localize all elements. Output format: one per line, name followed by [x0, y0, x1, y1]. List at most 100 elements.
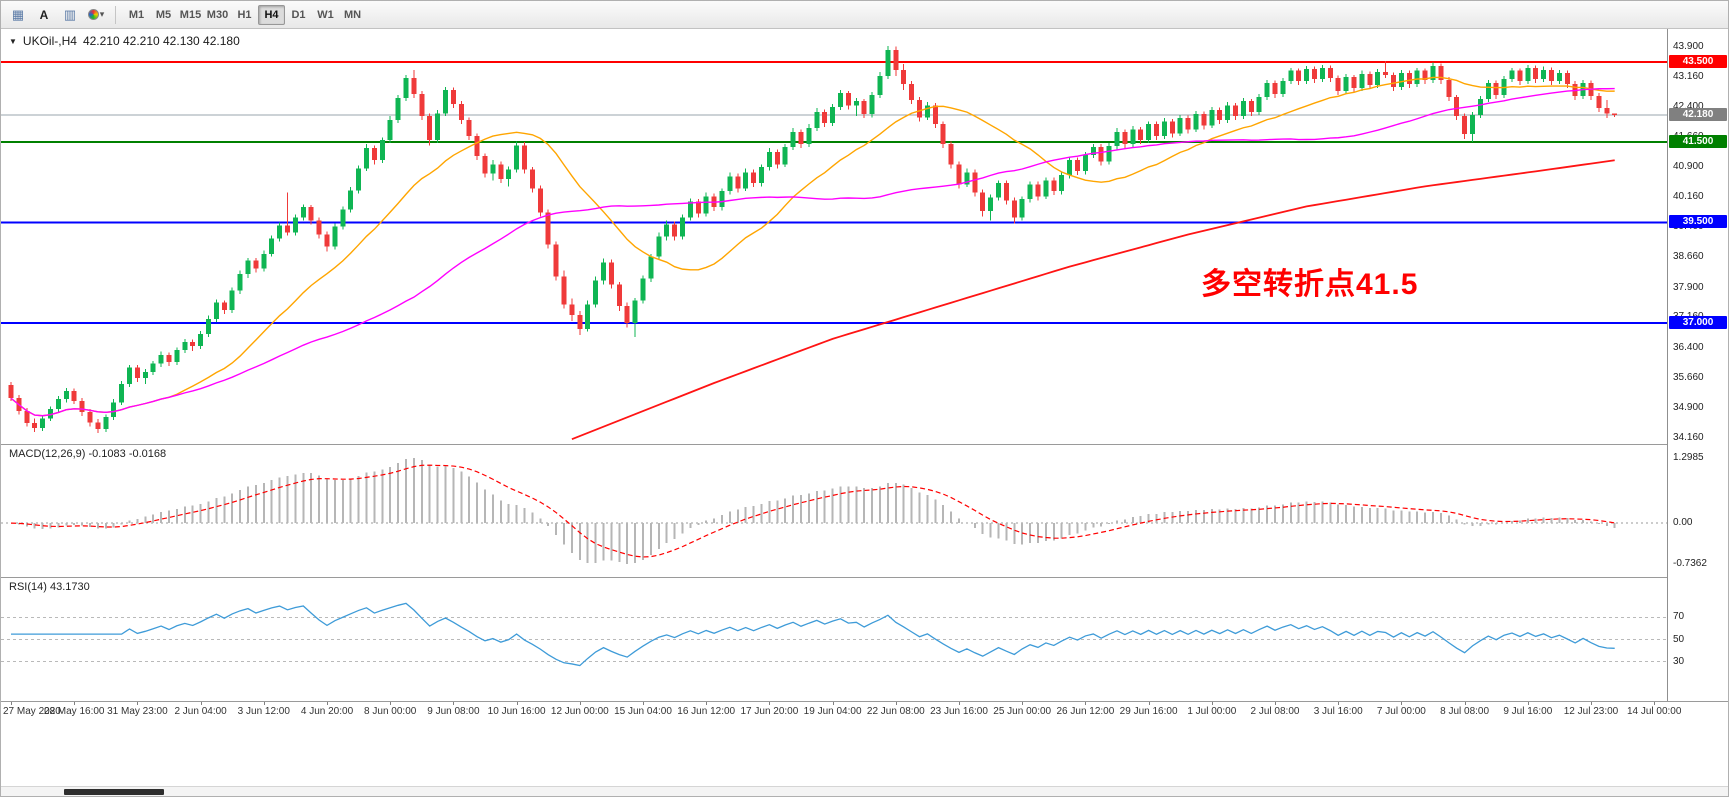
price-axis-label: 38.660 — [1673, 251, 1704, 263]
time-axis-label: 14 Jul 00:00 — [1626, 706, 1682, 717]
time-axis-label: 3 Jul 16:00 — [1313, 706, 1363, 717]
time-axis-tick — [895, 702, 897, 705]
macd-signal-line — [10, 464, 1615, 558]
timeframe-m1-button[interactable]: M1 — [123, 5, 150, 25]
bottom-area — [1, 718, 1728, 796]
time-axis-label: 15 Jun 04:00 — [614, 706, 672, 717]
rsi-axis-label-70: 70 — [1673, 611, 1685, 623]
time-axis-label: 12 Jul 23:00 — [1563, 706, 1619, 717]
time-axis-label: 28 May 16:00 — [43, 706, 105, 717]
rsi-axis-label-30: 30 — [1673, 655, 1685, 667]
scrollbar-thumb[interactable] — [64, 789, 164, 795]
price-tag-37.000: 37.000 — [1669, 315, 1727, 329]
macd-canvas[interactable] — [1, 445, 1667, 577]
time-axis-tick — [1338, 702, 1340, 705]
time-axis-tick — [263, 702, 265, 705]
toolbar-separator — [115, 5, 116, 24]
chart-window-icon[interactable]: ▦ — [11, 6, 25, 22]
palette-dropdown-button[interactable]: ▾ — [84, 4, 108, 25]
tile-windows-icon[interactable]: ▥ — [63, 6, 77, 22]
time-axis-label: 22 Jun 08:00 — [866, 706, 925, 717]
toolbar: ▦ A ▥ ▾ M1 M5 M15 M30 H1 H4 D1 W1 MN — [1, 1, 1728, 29]
time-axis-label: 4 Jun 20:00 — [300, 706, 354, 717]
time-axis-tick — [390, 702, 392, 705]
price-tag-43.500: 43.500 — [1669, 54, 1727, 68]
time-axis[interactable]: 27 May 2020 28 May 16:00 31 May 23:00 2 Jun… — [1, 701, 1728, 718]
time-axis-label: 26 Jun 12:00 — [1056, 706, 1115, 717]
time-axis-label: 1 Jul 00:00 — [1187, 706, 1237, 717]
timeframe-d1-button[interactable]: D1 — [285, 5, 312, 25]
candles — [8, 45, 1618, 434]
timeframe-m5-button[interactable]: M5 — [150, 5, 177, 25]
timeframe-m30-button[interactable]: M30 — [204, 5, 231, 25]
rsi-canvas[interactable] — [1, 578, 1667, 701]
price-axis-label: 34.160 — [1673, 431, 1704, 443]
time-axis-label: 7 Jul 00:00 — [1376, 706, 1426, 717]
time-axis-tick — [453, 702, 455, 705]
macd-label: MACD(12,26,9) -0.1083 -0.0168 — [9, 448, 167, 460]
time-axis-tick — [769, 702, 771, 705]
time-axis-label: 23 Jun 16:00 — [930, 706, 988, 717]
horizontal-scrollbar — [1, 786, 1728, 796]
timeframe-w1-button[interactable]: W1 — [312, 5, 339, 25]
price-axis-label: 36.400 — [1673, 341, 1704, 353]
chevron-down-icon: ▾ — [99, 9, 105, 19]
macd-axis-label-bottom: -0.7362 — [1673, 558, 1707, 569]
time-axis-label: 3 Jun 12:00 — [237, 706, 290, 717]
price-axis[interactable]: 43.90043.16042.40041.66040.90040.16039.4… — [1667, 29, 1728, 701]
time-axis-label: 2 Jul 08:00 — [1250, 706, 1300, 717]
time-axis-tick — [137, 702, 139, 705]
macd-histogram — [17, 458, 1616, 564]
price-chart-panel: ▼ UKOil-,H4 42.210 42.210 42.130 42.180 … — [1, 29, 1667, 444]
time-axis-tick — [1591, 702, 1592, 705]
time-axis-label: 9 Jun 08:00 — [427, 706, 480, 717]
chart-text-annotation: 多空转折点41.5 — [1201, 268, 1419, 301]
time-axis-label: 27 May 2020 — [3, 706, 61, 717]
price-axis-label: 43.160 — [1673, 70, 1704, 82]
time-axis-tick — [516, 702, 518, 705]
time-axis-tick — [1527, 702, 1529, 705]
symbol-period-label: UKOil-,H4 — [22, 34, 77, 48]
time-axis-label: 16 Jun 12:00 — [677, 706, 736, 717]
current-price-tag: 42.180 — [1669, 107, 1727, 121]
time-axis-tick — [1211, 702, 1213, 705]
cursor-text-button[interactable]: A — [39, 7, 49, 22]
timeframe-bar: M1 M5 M15 M30 H1 H4 D1 W1 MN — [123, 4, 366, 25]
time-axis-tick — [1148, 702, 1150, 705]
price-axis-label: 42.400 — [1673, 101, 1704, 113]
price-axis-label: 43.900 — [1673, 40, 1704, 52]
time-axis-tick — [1401, 702, 1403, 705]
time-axis-tick — [959, 702, 960, 705]
ma-slow-line — [571, 159, 1615, 441]
price-chart-canvas[interactable] — [1, 29, 1667, 444]
macd-panel: MACD(12,26,9) -0.1083 -0.0168 — [1, 444, 1667, 577]
macd-axis-label-top: 1.2985 — [1673, 452, 1704, 463]
time-axis-label: 31 May 23:00 — [107, 706, 168, 717]
chart-title: ▼ UKOil-,H4 42.210 42.210 42.130 42.180 — [9, 34, 240, 48]
price-axis-label: 37.900 — [1673, 281, 1704, 293]
time-axis-label: 8 Jul 08:00 — [1440, 706, 1490, 717]
time-axis-label: 12 Jun 00:00 — [550, 706, 609, 717]
timeframe-mn-button[interactable]: MN — [339, 5, 366, 25]
price-axis-label: 35.660 — [1673, 371, 1704, 383]
rsi-axis-label-50: 50 — [1673, 633, 1685, 645]
time-axis-tick — [1085, 702, 1087, 705]
price-axis-label: 40.160 — [1673, 190, 1704, 202]
time-axis-tick — [74, 702, 76, 705]
time-axis-label: 10 Jun 16:00 — [487, 706, 546, 717]
price-tag-41.500: 41.500 — [1669, 135, 1727, 149]
timeframe-m15-button[interactable]: M15 — [177, 5, 204, 25]
price-tag-39.500: 39.500 — [1669, 215, 1727, 229]
time-axis-tick — [579, 702, 581, 705]
time-axis-tick — [832, 702, 834, 705]
timeframe-h4-button[interactable]: H4 — [258, 4, 285, 25]
time-axis-tick — [327, 702, 328, 705]
rsi-panel: RSI(14) 43.1730 — [1, 577, 1667, 701]
time-axis-tick — [1022, 702, 1024, 705]
one-click-trading-toggle[interactable]: ▼ — [9, 36, 17, 46]
time-axis-label: 29 Jun 16:00 — [1119, 706, 1178, 717]
time-axis-label: 2 Jun 04:00 — [174, 706, 227, 717]
timeframe-h1-button[interactable]: H1 — [231, 5, 258, 25]
time-axis-tick — [1654, 702, 1656, 705]
